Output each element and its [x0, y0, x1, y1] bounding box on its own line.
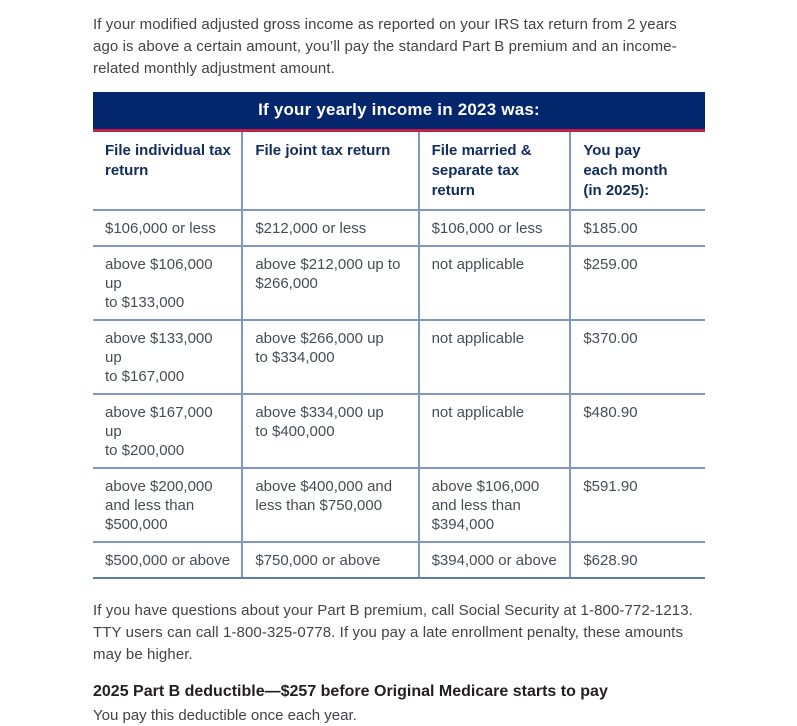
table-cell-premium: $628.90	[570, 542, 705, 579]
table-cell: above $167,000 up to $200,000	[93, 394, 244, 469]
column-header-individual: File individual tax return	[93, 130, 244, 211]
table-cell: above $400,000 and less than $750,000	[242, 468, 420, 543]
table-cell: above $133,000 up to $167,000	[93, 320, 244, 395]
table-row: $500,000 or above $750,000 or above $394…	[93, 542, 705, 579]
table-row: above $167,000 up to $200,000 above $334…	[93, 394, 705, 469]
table-row: above $200,000 and less than $500,000 ab…	[93, 468, 705, 543]
table-cell: not applicable	[418, 394, 572, 469]
table-cell-premium: $480.90	[570, 394, 705, 469]
table-title: If your yearly income in 2023 was:	[93, 92, 705, 132]
table-cell: above $212,000 up to $266,000	[242, 246, 420, 321]
table-cell: $106,000 or less	[93, 210, 244, 247]
document-page: If your modified adjusted gross income a…	[93, 14, 706, 726]
table-cell: $106,000 or less	[418, 210, 572, 247]
table-cell: not applicable	[418, 320, 572, 395]
table-cell: $750,000 or above	[242, 542, 420, 579]
income-table: If your yearly income in 2023 was: File …	[93, 92, 705, 579]
deductible-note: You pay this deductible once each year.	[93, 707, 357, 724]
table-cell: $500,000 or above	[93, 542, 244, 579]
table-cell-premium: $259.00	[570, 246, 705, 321]
table-cell: above $334,000 up to $400,000	[242, 394, 420, 469]
table-cell: above $106,000 up to $133,000	[93, 246, 244, 321]
column-header-married-separate: File married & separate tax return	[418, 130, 572, 211]
table-cell: not applicable	[418, 246, 572, 321]
table-cell: above $200,000 and less than $500,000	[93, 468, 244, 543]
table-row: above $133,000 up to $167,000 above $266…	[93, 320, 705, 395]
table-cell: above $266,000 up to $334,000	[242, 320, 420, 395]
column-header-joint: File joint tax return	[242, 130, 420, 211]
deductible-heading: 2025 Part B deductible—$257 before Origi…	[93, 683, 608, 700]
part-b-questions-paragraph: If you have questions about your Part B …	[93, 602, 693, 663]
intro-paragraph: If your modified adjusted gross income a…	[93, 16, 677, 77]
table-cell-premium: $370.00	[570, 320, 705, 395]
table-row: $106,000 or less $212,000 or less $106,0…	[93, 210, 705, 247]
table-row: above $106,000 up to $133,000 above $212…	[93, 246, 705, 321]
table-cell-premium: $185.00	[570, 210, 705, 247]
column-header-you-pay: You pay each month (in 2025):	[570, 130, 705, 211]
table-cell: $394,000 or above	[418, 542, 572, 579]
table-cell-premium: $591.90	[570, 468, 705, 543]
table-header-row: File individual tax return File joint ta…	[93, 130, 705, 211]
table-title-row: If your yearly income in 2023 was:	[93, 92, 705, 132]
table-cell: above $106,000 and less than $394,000	[418, 468, 572, 543]
table-cell: $212,000 or less	[242, 210, 420, 247]
